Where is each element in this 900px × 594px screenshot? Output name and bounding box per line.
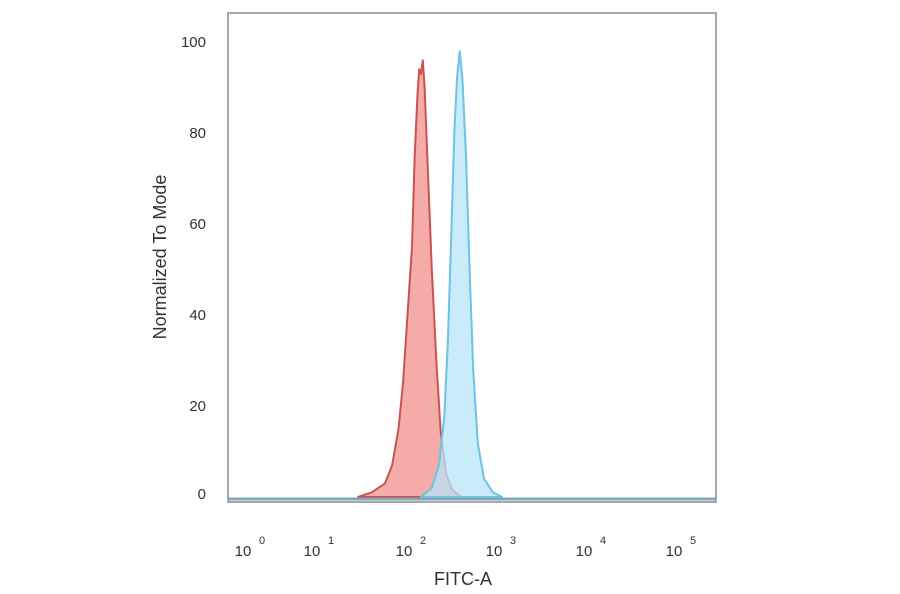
- x-tick-exponent: 4: [600, 535, 606, 547]
- x-tick-label: 10: [304, 543, 321, 560]
- x-tick-exponent: 2: [420, 535, 426, 547]
- x-tick-label: 10: [396, 543, 413, 560]
- x-axis-label: FITC-A: [434, 569, 492, 589]
- x-tick-label: 10: [576, 543, 593, 560]
- x-tick-label: 10: [235, 543, 252, 560]
- y-tick-labels: 0 20 40 60 80 100: [181, 34, 206, 503]
- y-axis-label: Normalized To Mode: [150, 175, 170, 340]
- y-tick-label: 20: [189, 398, 206, 415]
- x-tick-exponent: 0: [259, 535, 265, 547]
- x-tick-exponent: 3: [510, 535, 516, 547]
- x-tick-exponent: 1: [328, 535, 334, 547]
- y-tick-label: 0: [198, 486, 206, 503]
- y-tick-label: 60: [189, 216, 206, 233]
- x-tick-label: 10: [486, 543, 503, 560]
- x-tick-labels: 10 0 10 1 10 2 10 3 10 4 10 5: [235, 535, 696, 560]
- series-layer: [357, 50, 503, 498]
- x-tick-label: 10: [666, 543, 683, 560]
- y-tick-label: 40: [189, 307, 206, 324]
- y-tick-label: 80: [189, 125, 206, 142]
- x-tick-exponent: 5: [690, 535, 696, 547]
- blue-histogram-series: [420, 50, 503, 498]
- y-tick-label: 100: [181, 34, 206, 51]
